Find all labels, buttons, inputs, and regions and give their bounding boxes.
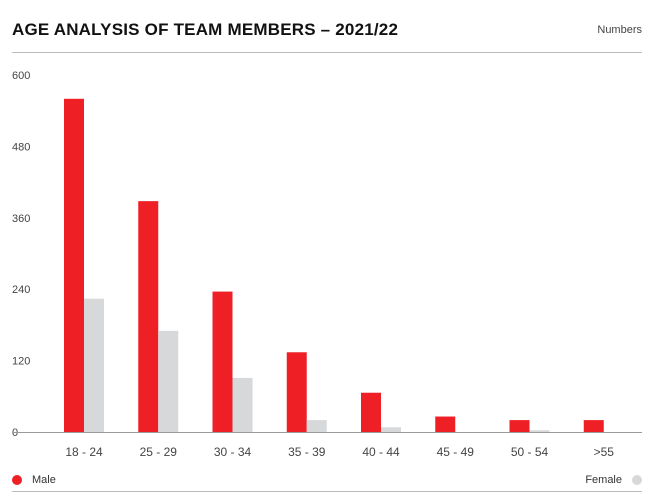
x-tick-label: 18 - 24	[65, 445, 103, 459]
legend-female: Female	[585, 474, 642, 486]
legend-male-label: Male	[32, 474, 56, 486]
chart-title: AGE ANALYSIS OF TEAM MEMBERS – 2021/22	[12, 20, 399, 39]
y-tick-label: 600	[12, 70, 30, 82]
x-tick-label: 25 - 29	[140, 445, 178, 459]
bar-male	[583, 420, 604, 432]
x-tick-label: 40 - 44	[362, 445, 400, 459]
y-tick-label: 240	[12, 284, 30, 296]
x-tick-label: 35 - 39	[288, 445, 326, 459]
header-divider	[12, 52, 642, 53]
x-tick-label: >55	[594, 445, 615, 459]
x-tick-label: 45 - 49	[437, 445, 475, 459]
bar-male	[509, 420, 530, 432]
legend-male-swatch	[12, 475, 22, 485]
y-tick-label: 360	[12, 213, 30, 225]
x-tick-label: 30 - 34	[214, 445, 252, 459]
x-tick-label: 50 - 54	[511, 445, 549, 459]
bar-female	[232, 377, 253, 432]
bar-male	[286, 352, 307, 432]
bar-male	[212, 291, 233, 432]
legend-female-swatch	[632, 475, 642, 485]
unit-label: Numbers	[597, 24, 642, 36]
bar-male	[138, 201, 159, 432]
legend-female-label: Female	[585, 474, 622, 486]
bar-male	[361, 392, 381, 432]
bar-female	[381, 427, 401, 432]
legend-male: Male	[12, 474, 56, 486]
bar-male	[435, 416, 456, 432]
bar-male	[64, 98, 84, 433]
footer-divider	[12, 491, 642, 492]
bar-female	[158, 330, 179, 432]
bar-female	[84, 298, 104, 432]
y-tick-label: 120	[12, 356, 30, 368]
y-tick-label: 480	[12, 141, 30, 153]
bar-female	[306, 420, 327, 432]
bar-female	[529, 430, 550, 432]
